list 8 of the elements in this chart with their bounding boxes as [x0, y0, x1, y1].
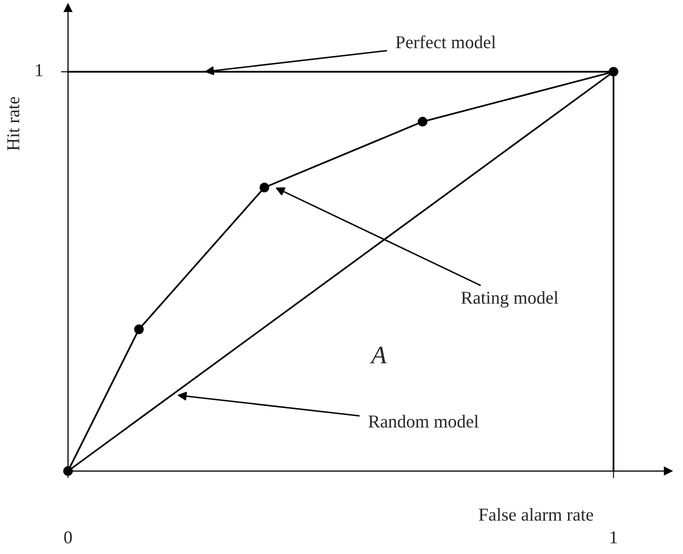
y-axis-title: Hit rate [7, 96, 20, 150]
x-axis-title: False alarm rate [478, 508, 594, 521]
x-tick-label: 0 [64, 531, 72, 544]
annotation: Rating model [461, 291, 558, 308]
annotation: A [370, 346, 387, 364]
annotation: Random model [368, 414, 478, 428]
text: 1 [36, 64, 42, 76]
annotation: Perfect model [396, 35, 496, 48]
